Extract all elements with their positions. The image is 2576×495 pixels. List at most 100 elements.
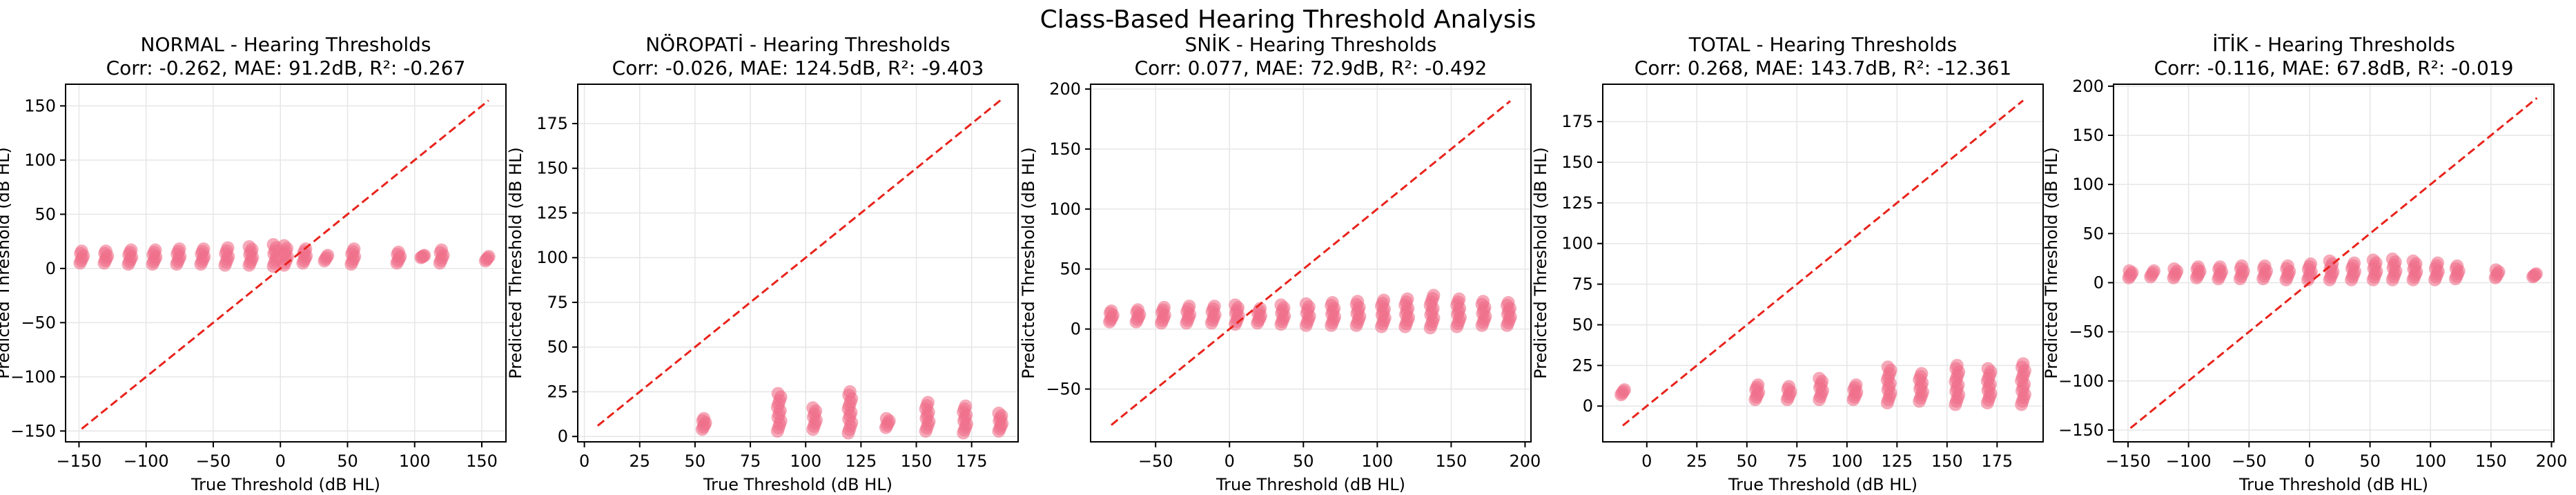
x-tick-label: −50	[1138, 452, 1173, 471]
y-tick-label: 50	[35, 204, 56, 224]
scatter-point	[418, 249, 431, 262]
scatter-point	[2450, 259, 2464, 273]
y-tick-label: 25	[547, 382, 568, 401]
x-tick-label: 0	[1224, 452, 1235, 471]
y-tick-label: 125	[536, 203, 568, 222]
x-tick-label: 100	[790, 452, 821, 471]
y-tick-label: −150	[10, 421, 56, 440]
scatter-point	[2123, 264, 2136, 278]
grid	[1603, 84, 2043, 442]
y-tick-label: 150	[536, 159, 568, 178]
scatter-point	[1813, 371, 1826, 385]
axes-frame	[577, 84, 1019, 443]
panel-title: SNİK - Hearing Thresholds	[1185, 33, 1437, 56]
scatter-point	[482, 250, 496, 264]
x-tick-label: 50	[1293, 452, 1314, 471]
y-tick-label: 0	[46, 259, 56, 278]
scatter-point	[242, 240, 256, 253]
scatter-point	[1849, 378, 1863, 392]
scatter-point	[1751, 378, 1765, 392]
x-tick-label: −150	[2105, 452, 2151, 471]
y-axis-label: Predicted Threshold (dB HL)	[506, 147, 525, 379]
y-tick-label: 75	[1572, 275, 1593, 294]
scatter-point	[1476, 295, 1490, 309]
scatter-point	[992, 407, 1006, 420]
x-tick-label: 0	[579, 452, 589, 471]
scatter-point	[2213, 260, 2227, 274]
scatter-point	[2366, 253, 2380, 267]
scatter-point	[321, 249, 335, 262]
y-tick-label: 100	[1049, 200, 1081, 219]
scatter-point	[99, 244, 113, 258]
panel-title: NÖROPATİ - Hearing Thresholds	[645, 32, 950, 56]
x-tick-label: 0	[275, 452, 286, 471]
scatter-point	[2431, 256, 2445, 270]
scatter-point	[277, 239, 291, 253]
panel-title: TOTAL - Hearing Thresholds	[1688, 33, 1957, 56]
x-tick-label: 100	[2414, 452, 2446, 471]
scatter-point	[2348, 256, 2361, 270]
x-tick-label: 75	[740, 452, 761, 471]
x-tick-label: 0	[1641, 452, 1652, 471]
x-tick-label: 100	[1361, 452, 1393, 471]
y-tick-label: −50	[2069, 322, 2104, 342]
y-tick-label: 100	[1561, 234, 1593, 253]
y-tick-label: 0	[2094, 273, 2104, 292]
axes-frame	[1602, 84, 2044, 443]
scatter-points	[2122, 252, 2543, 287]
scatter-point	[148, 243, 162, 257]
scatter-point	[2258, 259, 2272, 273]
y-tick-label: −150	[2058, 420, 2104, 440]
scatter-point	[2489, 263, 2503, 277]
scatter-point	[1253, 302, 1267, 316]
scatter-point	[1452, 292, 1466, 306]
y-axis-label: Predicted Threshold (dB HL)	[1019, 147, 1038, 379]
scatter-point	[1325, 295, 1339, 309]
y-tick-label: 50	[1060, 260, 1081, 279]
y-tick-label: 200	[2072, 77, 2104, 96]
scatter-point	[1501, 295, 1515, 309]
scatter-point	[173, 242, 186, 256]
scatter-point	[2304, 257, 2318, 271]
scatter-point	[959, 399, 973, 413]
scatter-point	[806, 401, 820, 415]
x-tick-label: −150	[56, 452, 101, 471]
scatter-point	[1881, 360, 1895, 374]
scatter-point	[391, 245, 405, 259]
x-tick-label: 50	[2359, 452, 2381, 471]
x-tick-label: −50	[196, 452, 231, 471]
x-tick-label: −100	[2166, 452, 2212, 471]
scatter-point	[1229, 298, 1242, 312]
scatter-point	[1131, 303, 1145, 317]
x-tick-label: 0	[2304, 452, 2314, 471]
panel-subtitle: Corr: -0.262, MAE: 91.2dB, R²: -0.267	[106, 57, 466, 79]
x-tick-label: 150	[1435, 452, 1467, 471]
y-tick-label: 0	[1583, 396, 1593, 416]
x-tick-label: 200	[1510, 452, 1541, 471]
y-tick-label: 0	[1071, 320, 1081, 339]
scatter-point	[921, 396, 935, 409]
scatter-point	[843, 385, 857, 398]
y-tick-label: 200	[1049, 79, 1081, 99]
y-tick-label: 150	[1561, 153, 1593, 172]
scatter-points	[695, 385, 1009, 440]
scatter-point	[1207, 300, 1221, 313]
y-tick-label: 25	[1572, 356, 1593, 375]
x-tick-label: 25	[1686, 452, 1708, 471]
y-tick-label: −100	[10, 367, 56, 387]
scatter-point	[221, 241, 235, 255]
x-tick-label: 75	[1786, 452, 1808, 471]
panel-subtitle: Corr: 0.077, MAE: 72.9dB, R²: -0.492	[1135, 57, 1487, 79]
scatter-point	[1617, 383, 1631, 397]
scatter-point	[1274, 298, 1288, 312]
scatter-point	[1377, 293, 1391, 307]
panel-subtitle: Corr: 0.268, MAE: 143.7dB, R²: -12.361	[1635, 57, 2011, 79]
identity-line	[1111, 100, 1511, 426]
scatter-points	[1103, 289, 1517, 335]
figure-title: Class-Based Hearing Threshold Analysis	[1040, 6, 1536, 34]
x-tick-label: 150	[466, 452, 498, 471]
scatter-point	[1351, 295, 1365, 309]
scatter-point	[1158, 300, 1171, 314]
